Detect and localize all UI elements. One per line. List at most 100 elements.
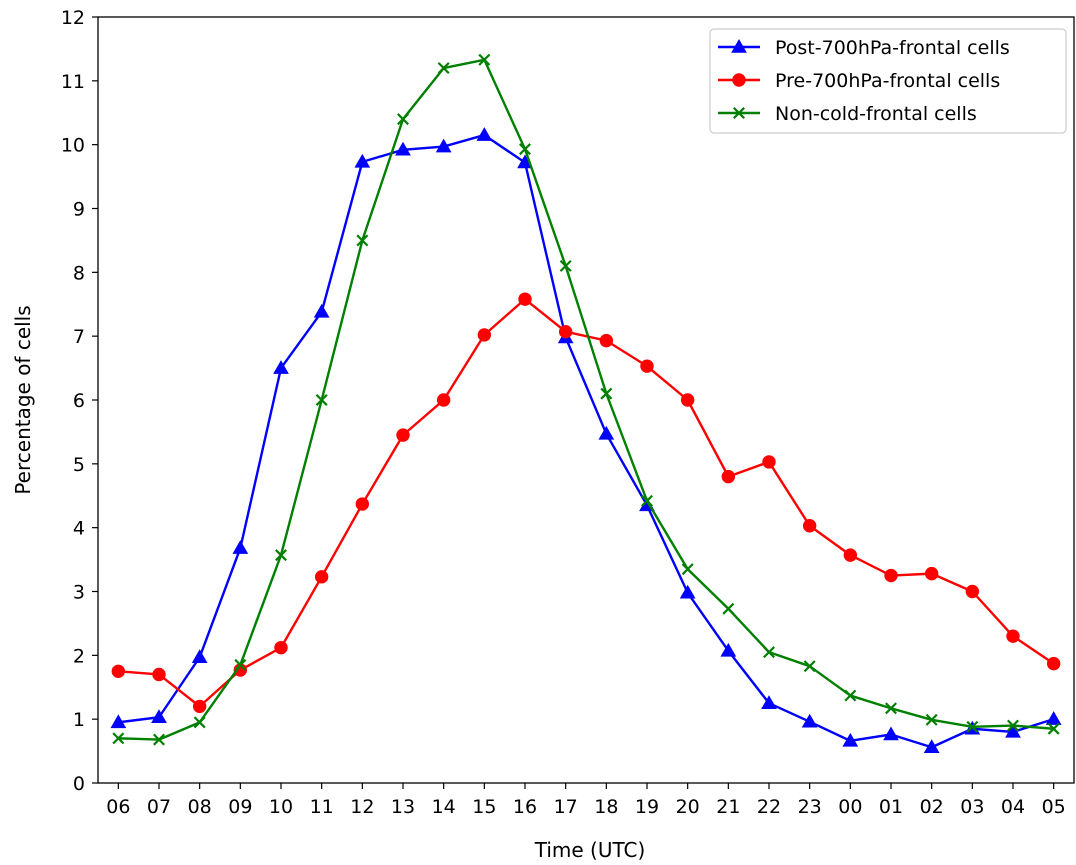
- data-point: [192, 699, 207, 714]
- data-point: [315, 394, 328, 406]
- legend-box: [709, 28, 1067, 134]
- data-point: [600, 387, 613, 400]
- data-point: [1005, 723, 1021, 738]
- data-point: [476, 127, 493, 141]
- y-tick-label: 4: [73, 518, 85, 540]
- data-point: [761, 695, 777, 709]
- data-point: [885, 702, 897, 715]
- x-tick-label: 11: [310, 796, 334, 818]
- data-point: [680, 393, 695, 407]
- series-line: [118, 297, 1055, 708]
- data-point: [923, 739, 940, 754]
- x-tick-label: 04: [1001, 796, 1025, 818]
- data-point: [599, 333, 614, 348]
- data-point: [681, 563, 694, 576]
- data-point: [111, 664, 126, 678]
- data-point: [966, 720, 979, 733]
- series-3: [112, 53, 1060, 746]
- data-point: [763, 646, 775, 659]
- x-tick-label: 23: [798, 796, 822, 818]
- x-tick-label: 01: [879, 796, 903, 818]
- data-point: [313, 303, 330, 318]
- data-point: [762, 455, 776, 469]
- data-point: [722, 602, 735, 615]
- series-line: [118, 133, 1055, 749]
- data-point: [396, 428, 410, 442]
- x-tick-label: 03: [960, 796, 984, 818]
- y-tick-label: 12: [61, 7, 85, 29]
- data-point: [640, 359, 654, 373]
- data-point: [477, 328, 492, 342]
- data-point: [395, 141, 411, 156]
- data-point: [193, 716, 206, 729]
- legend-label: Non-cold-frontal cells: [775, 103, 977, 125]
- x-tick-label: 16: [513, 796, 537, 818]
- legend-item: Post-700hPa-frontal cells: [718, 37, 1010, 59]
- data-point: [925, 713, 938, 726]
- data-point: [518, 292, 532, 306]
- x-tick-label: 14: [432, 796, 456, 818]
- legend-label: Post-700hPa-frontal cells: [775, 37, 1010, 59]
- y-tick-label: 9: [73, 199, 85, 221]
- data-point: [273, 360, 289, 374]
- data-point: [397, 113, 409, 126]
- data-point: [275, 549, 287, 562]
- data-point: [1007, 719, 1019, 732]
- x-axis-label: Time (UTC): [534, 838, 646, 862]
- x-tick-label: 13: [391, 796, 415, 818]
- data-point: [274, 640, 288, 655]
- y-tick-label: 7: [73, 326, 85, 348]
- data-point: [721, 469, 736, 484]
- data-point: [354, 153, 371, 168]
- x-tick-label: 21: [716, 796, 740, 818]
- y-tick-label: 8: [73, 262, 85, 284]
- y-tick-label: 2: [73, 645, 85, 667]
- data-point: [844, 689, 857, 702]
- data-point: [152, 667, 166, 682]
- data-point: [153, 733, 165, 746]
- x-tick-label: 20: [676, 796, 700, 818]
- data-point: [965, 584, 980, 599]
- x-tick-label: 22: [757, 796, 781, 818]
- legend: Post-700hPa-frontal cells Pre-700hPa-fron…: [709, 28, 1067, 134]
- data-point: [112, 732, 125, 745]
- y-tick-label: 0: [73, 773, 85, 795]
- data-point: [232, 540, 249, 554]
- y-tick-label: 3: [73, 582, 85, 604]
- x-tick-label: 18: [594, 796, 618, 818]
- y-axis-label: Percentage of cells: [11, 305, 35, 494]
- data-point: [883, 726, 899, 741]
- x-tick-label: 19: [635, 796, 659, 818]
- data-point: [110, 714, 127, 729]
- data-point: [151, 709, 167, 724]
- data-point: [356, 234, 369, 247]
- x-tick-label: 15: [472, 796, 496, 818]
- data-point: [803, 660, 816, 673]
- legend-item: Non-cold-frontal cells: [718, 103, 977, 125]
- x-tick-label: 17: [554, 796, 578, 818]
- data-point: [802, 519, 817, 533]
- x-tick-label: 06: [106, 796, 130, 818]
- y-tick-label: 1: [73, 709, 85, 731]
- data-point: [641, 494, 653, 507]
- data-point: [437, 62, 450, 75]
- legend-marker: [732, 73, 746, 87]
- data-point: [720, 642, 737, 657]
- data-point: [598, 425, 615, 440]
- y-tick-label: 5: [73, 454, 85, 476]
- data-point: [435, 138, 452, 153]
- data-point: [314, 570, 329, 584]
- y-tick-label: 10: [61, 135, 85, 157]
- x-tick-label: 08: [188, 796, 212, 818]
- y-tick-label: 11: [61, 71, 85, 93]
- x-tick-label: 07: [147, 796, 171, 818]
- data-point: [436, 393, 451, 407]
- data-point: [843, 548, 858, 562]
- data-point: [1046, 656, 1061, 671]
- data-point: [1045, 711, 1062, 725]
- data-point: [191, 649, 208, 663]
- legend-item: Pre-700hPa-frontal cells: [718, 70, 1000, 92]
- data-point: [478, 53, 491, 66]
- legend-marker: [731, 38, 747, 53]
- data-point: [801, 713, 818, 728]
